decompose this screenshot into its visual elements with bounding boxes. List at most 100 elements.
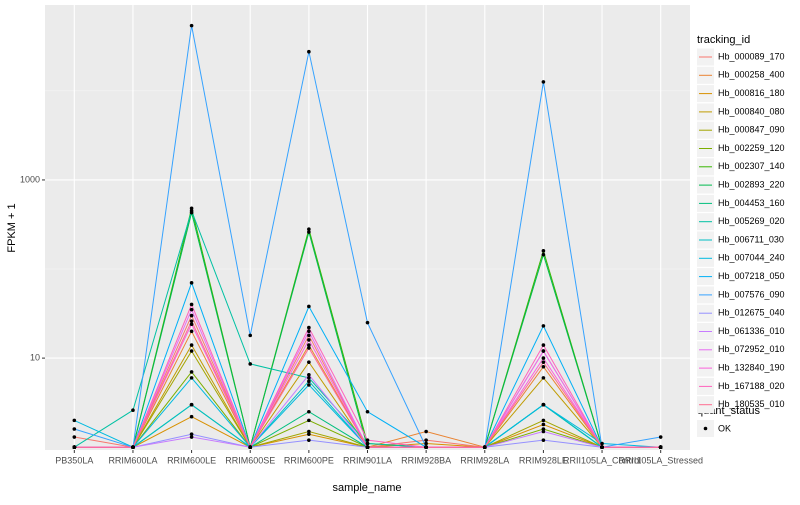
data-point (365, 438, 370, 442)
legend-label: Hb_180535_010 (718, 399, 785, 409)
data-point (541, 422, 546, 427)
data-point (424, 441, 428, 446)
data-point (541, 249, 546, 253)
data-point (307, 333, 311, 338)
data-point (307, 329, 311, 334)
points (72, 23, 663, 449)
legend-label: Hb_006711_030 (718, 234, 784, 244)
legend-label: Hb_002307_140 (718, 161, 785, 171)
data-point (541, 402, 546, 407)
data-point (307, 360, 311, 364)
x-tick-label: RRIM600LA (108, 455, 157, 465)
data-point (658, 445, 663, 449)
data-point (365, 409, 370, 414)
legend-label: Hb_007218_050 (718, 271, 785, 281)
y-axis-title: FPKM + 1 (6, 203, 18, 252)
legend-label: Hb_132840_190 (718, 362, 785, 372)
data-point (541, 438, 546, 442)
data-point (424, 445, 428, 449)
x-tick-label: RRIM600LE (167, 455, 216, 465)
data-point (365, 445, 370, 449)
data-point (189, 209, 194, 213)
data-point (189, 302, 194, 307)
data-point (189, 414, 194, 419)
data-point (307, 325, 311, 330)
data-point (600, 441, 604, 446)
data-point (307, 346, 311, 350)
x-axis-title: sample_name (332, 482, 401, 494)
data-point (541, 324, 546, 328)
data-point (541, 427, 546, 431)
data-point (541, 360, 546, 364)
x-tick-label: RRIM600PE (284, 455, 334, 465)
data-point (307, 304, 311, 309)
data-point (307, 338, 311, 342)
data-point (482, 445, 487, 449)
legend-label: Hb_002893_220 (718, 179, 785, 189)
x-tick-label: RRIM600SE (225, 455, 275, 465)
data-point (365, 441, 370, 446)
y-tick-label: 10 (30, 352, 40, 362)
data-point (189, 349, 194, 353)
legend-label: Hb_004453_160 (718, 198, 785, 208)
data-point (189, 435, 194, 439)
legend-label: Hb_005269_020 (718, 216, 785, 226)
data-point (541, 376, 546, 380)
data-point (189, 313, 194, 318)
data-point (307, 418, 311, 423)
legend-title: tracking_id (697, 34, 750, 46)
data-point (307, 429, 311, 434)
x-tick-label: RRII105LA_Control (563, 455, 641, 465)
data-point (307, 372, 311, 377)
data-point (307, 230, 311, 234)
data-point (189, 376, 194, 380)
legend-label: Hb_000816_180 (718, 88, 785, 98)
data-point (424, 429, 428, 434)
data-point (307, 409, 311, 414)
x-tick-label: RRIM928BA (401, 455, 451, 465)
legend-label: OK (718, 423, 731, 433)
data-point (189, 322, 194, 327)
legend-label: Hb_000089_170 (718, 51, 785, 61)
legend-label: Hb_002259_120 (718, 143, 785, 153)
data-point (189, 370, 194, 374)
data-point (600, 445, 604, 449)
data-point (189, 23, 194, 28)
data-point (189, 206, 194, 211)
legend-label: Hb_000258_400 (718, 70, 785, 80)
data-point (189, 343, 194, 347)
data-point (307, 49, 311, 54)
data-point (541, 252, 546, 257)
data-point (248, 333, 253, 338)
data-point (307, 376, 311, 380)
legend-label: Hb_007044_240 (718, 253, 785, 263)
data-point (72, 445, 77, 449)
data-point (72, 418, 77, 423)
data-point (248, 362, 253, 366)
data-point (189, 329, 194, 334)
data-point (424, 438, 428, 442)
data-point (189, 281, 194, 285)
data-point (248, 445, 253, 449)
data-point (131, 445, 135, 449)
data-point (307, 227, 311, 231)
x-tick-label: PB350LA (55, 455, 93, 465)
data-point (189, 319, 194, 323)
legend-label: Hb_007576_090 (718, 289, 785, 299)
data-point (658, 435, 663, 439)
data-point (307, 432, 311, 436)
legend-label: Hb_061336_010 (718, 326, 785, 336)
data-point (541, 418, 546, 423)
legend-label: Hb_072952_010 (718, 344, 785, 354)
data-point (72, 435, 77, 439)
data-point (541, 343, 546, 347)
data-point (189, 402, 194, 407)
legend-label: Hb_000840_080 (718, 106, 785, 116)
data-point (307, 379, 311, 384)
x-tick-label: RRIM928LA (460, 455, 509, 465)
y-tick-label: 1000 (20, 174, 40, 184)
x-tick-label: RRIM928LE (519, 455, 568, 465)
data-point (307, 343, 311, 347)
x-tick-label: RRIM901LA (343, 455, 392, 465)
